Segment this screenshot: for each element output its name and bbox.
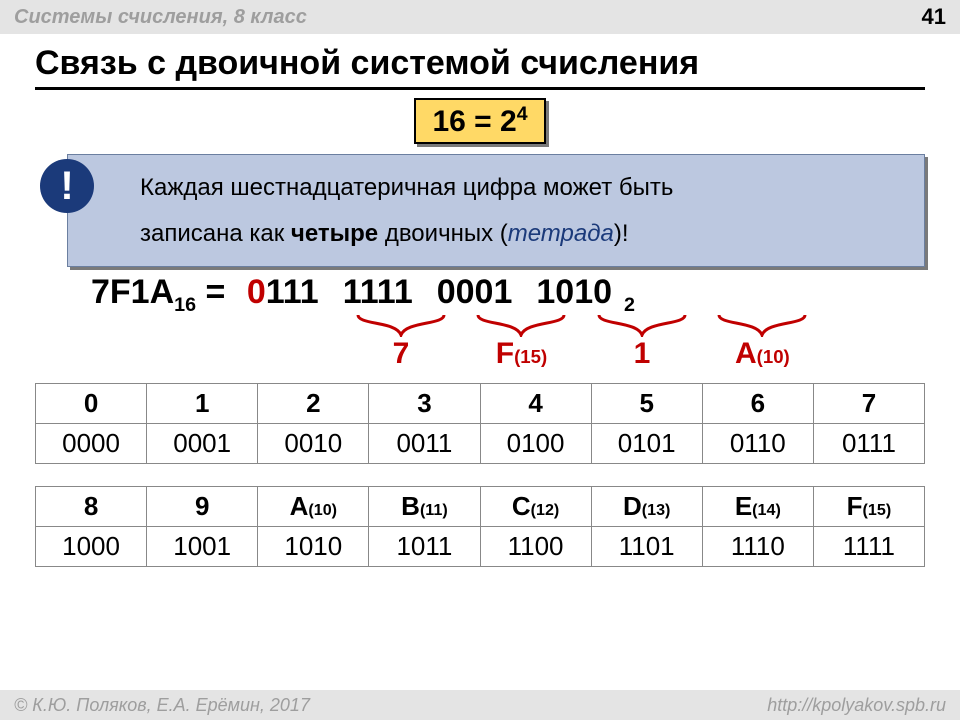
brace-label-4: A: [735, 337, 757, 370]
conv-g3: 0001: [437, 273, 513, 312]
t1h7: 7: [813, 383, 924, 423]
t2r0: 1000: [36, 526, 147, 566]
t2r1: 1001: [147, 526, 258, 566]
conv-eq: =: [196, 273, 235, 311]
brace-icon: [717, 313, 807, 337]
formula-exp: 4: [517, 103, 528, 125]
t1r6: 0110: [702, 423, 813, 463]
hex-table-2: 8 9 A(10) B(11) C(12) D(13) E(14) F(15) …: [35, 486, 925, 567]
footer-url: http://kpolyakov.spb.ru: [767, 695, 946, 716]
brace-col-3: 1: [584, 317, 700, 371]
t1r7: 0111: [813, 423, 924, 463]
header-bar: Системы счисления, 8 класс 41: [0, 0, 960, 34]
table-row: 8 9 A(10) B(11) C(12) D(13) E(14) F(15): [36, 486, 925, 526]
note-box: ! Каждая шестнадцатеричная цифра может б…: [67, 154, 925, 267]
formula-base: 16 = 2: [432, 105, 516, 138]
t2h3: B(11): [369, 486, 480, 526]
t2r7: 1111: [813, 526, 924, 566]
brace-label-3: 1: [634, 337, 651, 370]
page-title: Связь с двоичной системой счисления: [35, 44, 925, 90]
breadcrumb: Системы счисления, 8 класс: [14, 6, 307, 29]
conv-g1-rest: 111: [266, 273, 319, 311]
note-line2-end: )!: [614, 220, 629, 247]
brace-icon: [476, 313, 566, 337]
page-number: 41: [922, 4, 946, 30]
t2r4: 1100: [480, 526, 591, 566]
conv-g2: 1111: [343, 273, 413, 312]
conv-g4: 1010: [536, 273, 612, 312]
conversion-block: 7F1A16 = 01111111000110102 7 F(15) 1 A(1…: [35, 273, 925, 371]
hex-table-1: 0 1 2 3 4 5 6 7 0000 0001 0010 0011 0100…: [35, 383, 925, 464]
formula-box: 16 = 24: [414, 98, 545, 144]
t1r1: 0001: [147, 423, 258, 463]
brace-col-2: F(15): [463, 317, 579, 371]
t1r2: 0010: [258, 423, 369, 463]
t2h0: 8: [36, 486, 147, 526]
formula-wrap: 16 = 24: [35, 98, 925, 144]
table-row: 0 1 2 3 4 5 6 7: [36, 383, 925, 423]
conv-lead-zero: 0: [247, 273, 266, 311]
t1h2: 2: [258, 383, 369, 423]
t2h5: D(13): [591, 486, 702, 526]
brace-row: 7 F(15) 1 A(10): [91, 317, 925, 371]
t2r5: 1101: [591, 526, 702, 566]
note-bold: четыре: [291, 220, 378, 247]
t1h0: 0: [36, 383, 147, 423]
conv-lhs: 7F1A: [91, 273, 174, 311]
conv-lhs-sub: 16: [174, 294, 196, 316]
footer-bar: © К.Ю. Поляков, Е.А. Ерёмин, 2017 http:/…: [0, 690, 960, 720]
copyright: © К.Ю. Поляков, Е.А. Ерёмин, 2017: [14, 695, 310, 716]
t1h4: 4: [480, 383, 591, 423]
brace-label-2-sub: (15): [514, 346, 547, 367]
t1h5: 5: [591, 383, 702, 423]
brace-col-1: 7: [343, 317, 459, 371]
slide-content: Связь с двоичной системой счисления 16 =…: [0, 34, 960, 690]
t1r3: 0011: [369, 423, 480, 463]
table-row: 0000 0001 0010 0011 0100 0101 0110 0111: [36, 423, 925, 463]
note-line2-mid: двоичных (: [378, 220, 508, 247]
note-italic: тетрада: [508, 220, 614, 247]
t1r0: 0000: [36, 423, 147, 463]
t2h7: F(15): [813, 486, 924, 526]
t1r4: 0100: [480, 423, 591, 463]
t1h3: 3: [369, 383, 480, 423]
brace-icon: [356, 313, 446, 337]
t2h2: A(10): [258, 486, 369, 526]
table-row: 1000 1001 1010 1011 1100 1101 1110 1111: [36, 526, 925, 566]
brace-label-1: 7: [393, 337, 410, 370]
t1h1: 1: [147, 383, 258, 423]
conversion-line: 7F1A16 = 01111111000110102: [91, 273, 925, 317]
t2h4: C(12): [480, 486, 591, 526]
note-line1: Каждая шестнадцатеричная цифра может быт…: [140, 174, 673, 201]
t2r2: 1010: [258, 526, 369, 566]
t2r3: 1011: [369, 526, 480, 566]
t2h1: 9: [147, 486, 258, 526]
note-line2-pre: записана как: [140, 220, 291, 247]
exclamation-badge: !: [40, 159, 94, 213]
t2h6: E(14): [702, 486, 813, 526]
brace-label-2: F: [496, 337, 514, 370]
t1h6: 6: [702, 383, 813, 423]
brace-label-4-sub: (10): [757, 346, 790, 367]
t1r5: 0101: [591, 423, 702, 463]
brace-col-4: A(10): [704, 317, 820, 371]
t2r6: 1110: [702, 526, 813, 566]
brace-icon: [597, 313, 687, 337]
